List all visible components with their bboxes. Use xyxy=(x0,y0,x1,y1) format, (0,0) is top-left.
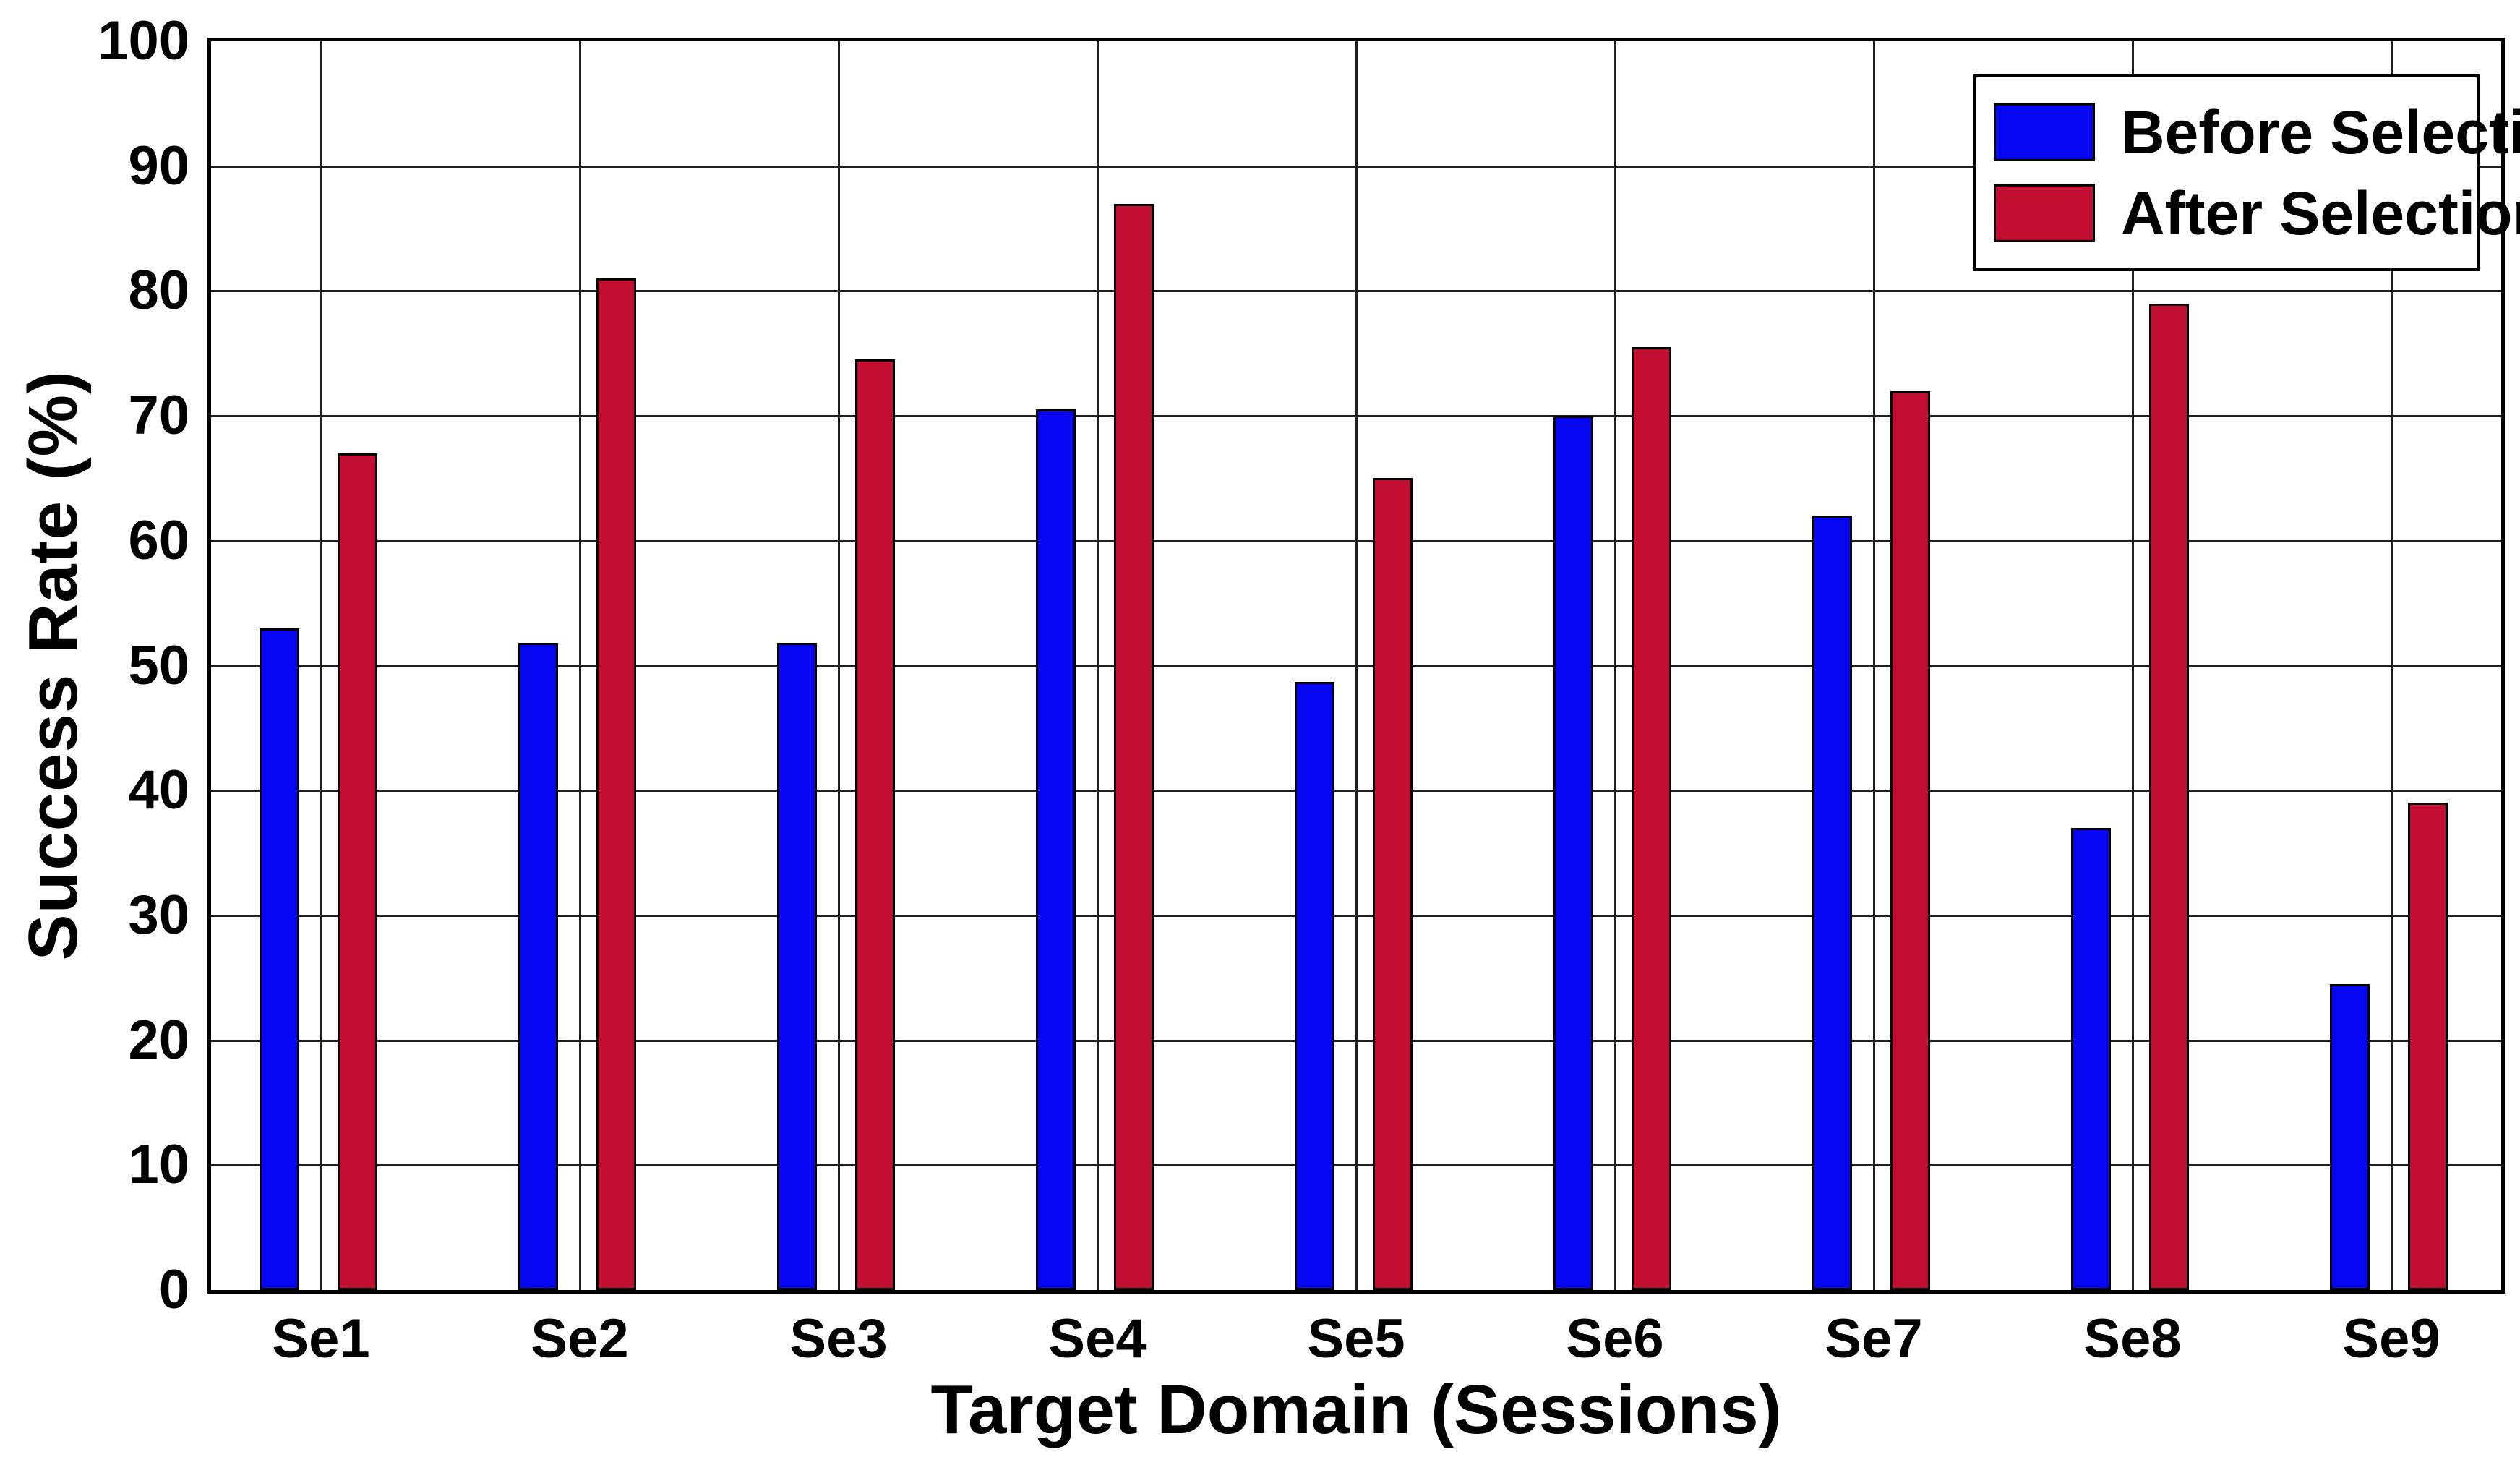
y-tick-label-100: 100 xyxy=(98,10,189,72)
x-axis-title: Target Domain (Sessions) xyxy=(930,1371,1782,1448)
gridline-x-Se8 xyxy=(2132,41,2134,1290)
bar-after-Se8 xyxy=(2149,304,2189,1290)
y-tick-label-40: 40 xyxy=(128,759,189,821)
bar-after-Se5 xyxy=(1373,478,1413,1290)
y-tick-label-80: 80 xyxy=(128,260,189,321)
x-tick-label-Se8: Se8 xyxy=(2083,1308,2182,1370)
legend-label-after: After Selection xyxy=(2121,179,2520,248)
bar-before-Se8 xyxy=(2071,828,2111,1290)
legend-label-before: Before Selection xyxy=(2121,98,2520,166)
x-tick-label-Se7: Se7 xyxy=(1825,1308,1923,1370)
bar-before-Se3 xyxy=(777,643,817,1290)
bar-after-Se9 xyxy=(2408,803,2448,1290)
bar-before-Se9 xyxy=(2330,984,2370,1290)
plot-area: Before Selection After Selection xyxy=(207,38,2520,1294)
bar-before-Se6 xyxy=(1553,416,1593,1290)
bar-after-Se6 xyxy=(1632,347,1671,1290)
bar-after-Se3 xyxy=(855,359,895,1290)
y-tick-label-50: 50 xyxy=(128,635,189,696)
bar-after-Se4 xyxy=(1114,204,1154,1290)
x-tick-label-Se6: Se6 xyxy=(1566,1308,1664,1370)
gridline-x-Se2 xyxy=(579,41,581,1290)
bar-before-Se5 xyxy=(1295,682,1334,1290)
y-tick-label-10: 10 xyxy=(128,1134,189,1195)
bar-after-Se1 xyxy=(338,453,377,1290)
x-tick-label-Se9: Se9 xyxy=(2342,1308,2440,1370)
legend-item-before: Before Selection xyxy=(1994,100,2520,165)
gridline-x-Se1 xyxy=(320,41,322,1290)
legend-swatch-after-icon xyxy=(1994,184,2095,243)
y-tick-label-70: 70 xyxy=(128,385,189,446)
gridline-x-Se6 xyxy=(1614,41,1616,1290)
y-tick-label-30: 30 xyxy=(128,884,189,946)
y-tick-label-60: 60 xyxy=(128,510,189,571)
bar-after-Se2 xyxy=(596,278,636,1290)
bar-before-Se2 xyxy=(518,643,558,1290)
gridline-x-Se3 xyxy=(838,41,840,1290)
y-tick-label-0: 0 xyxy=(158,1259,189,1320)
bar-after-Se7 xyxy=(1890,391,1930,1290)
gridline-x-Se4 xyxy=(1097,41,1099,1290)
y-tick-label-90: 90 xyxy=(128,135,189,197)
bar-before-Se7 xyxy=(1812,516,1852,1290)
gridline-x-Se5 xyxy=(1355,41,1358,1290)
legend: Before Selection After Selection xyxy=(1973,74,2520,271)
x-tick-label-Se5: Se5 xyxy=(1307,1308,1405,1370)
x-tick-label-Se2: Se2 xyxy=(531,1308,629,1370)
x-tick-label-Se4: Se4 xyxy=(1048,1308,1147,1370)
bar-before-Se1 xyxy=(260,628,299,1290)
legend-item-after: After Selection xyxy=(1994,181,2520,246)
y-tick-label-20: 20 xyxy=(128,1009,189,1071)
bar-before-Se4 xyxy=(1036,409,1076,1290)
gridline-x-Se9 xyxy=(2391,41,2393,1290)
gridline-x-Se7 xyxy=(1873,41,1875,1290)
legend-swatch-before-icon xyxy=(1994,103,2095,161)
x-tick-label-Se3: Se3 xyxy=(789,1308,888,1370)
x-tick-label-Se1: Se1 xyxy=(272,1308,370,1370)
